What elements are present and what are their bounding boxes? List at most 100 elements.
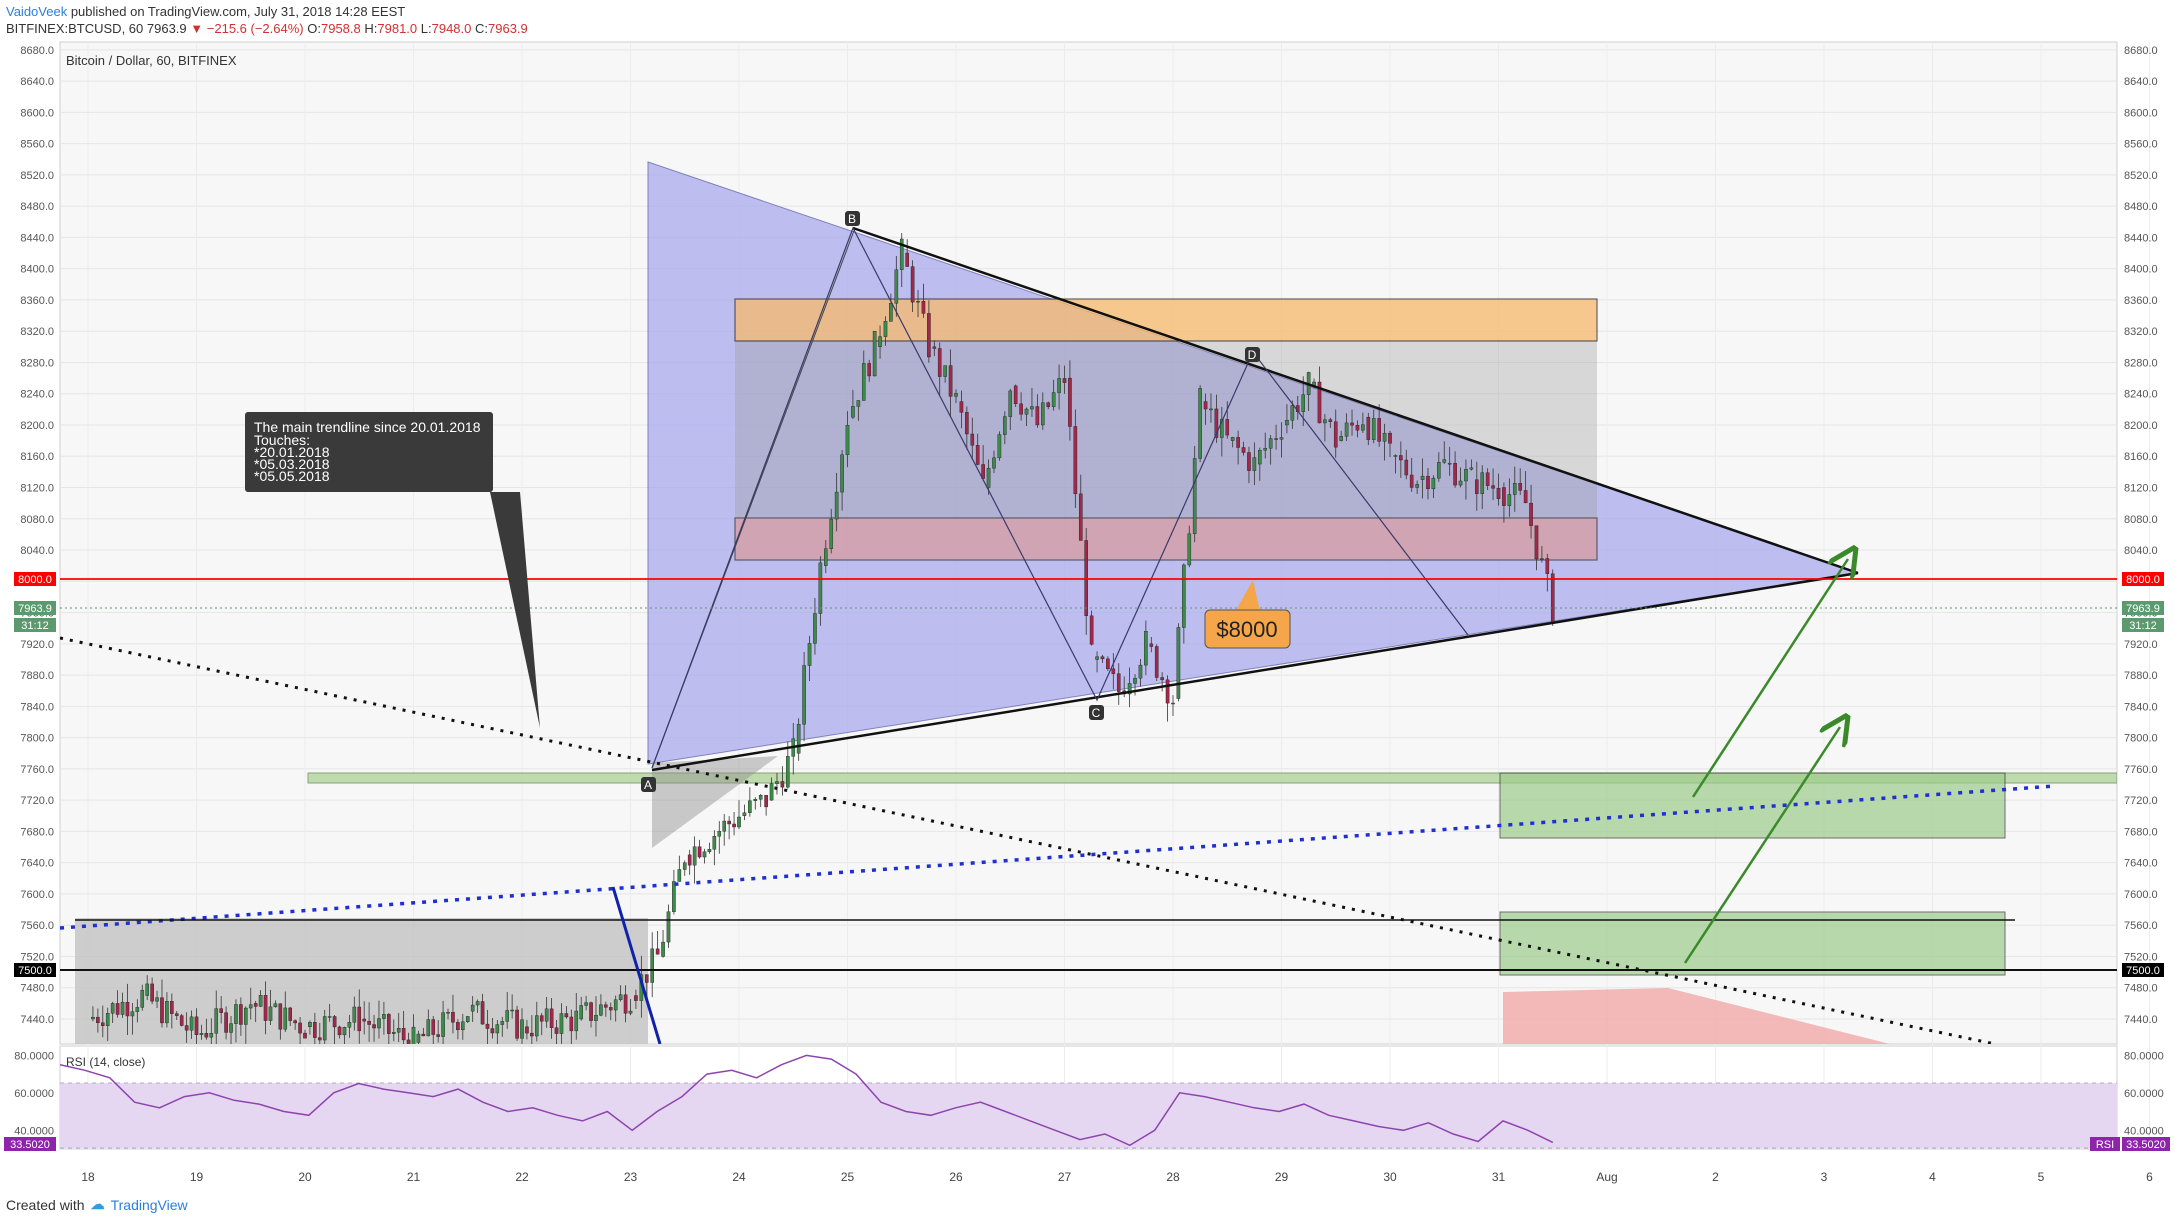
candle-body <box>436 1034 440 1037</box>
candle-body <box>1339 436 1343 441</box>
candle-body <box>1301 394 1305 412</box>
candle-body <box>234 1004 238 1024</box>
y-tick-label: 7600.0 <box>2124 889 2158 901</box>
candle-body <box>867 363 871 377</box>
tradingview-link[interactable]: TradingView <box>110 1196 188 1213</box>
candle-body <box>1382 432 1387 442</box>
candle-body <box>1534 525 1539 560</box>
candle-body <box>1285 419 1289 426</box>
candle-body <box>1247 452 1251 471</box>
candle-body <box>431 1019 436 1035</box>
x-axis: 18 19 20 21 22 23 24 25 26 27 28 29 30 31 Aug 2 3 4 5 6 <box>81 1170 2153 1184</box>
candle-body <box>1507 494 1512 506</box>
point-marker-a[interactable]: A <box>641 777 656 792</box>
candle-body <box>824 548 828 566</box>
marker-last-right: 7963.9 <box>2122 601 2164 615</box>
y-tick-label: 8120.0 <box>2124 483 2158 495</box>
candle-body <box>189 1016 194 1031</box>
candle-body <box>1323 419 1327 424</box>
svg-text:D: D <box>1248 348 1257 362</box>
point-marker-b[interactable]: B <box>845 211 860 226</box>
candle-body <box>623 994 628 1014</box>
svg-text:B: B <box>848 212 856 226</box>
green-band[interactable] <box>307 772 2117 784</box>
candle-body <box>1144 631 1148 666</box>
y-tick-label: 8320.0 <box>2124 326 2158 338</box>
price-8000-label[interactable]: $8000 <box>1204 580 1291 649</box>
y-tick-label: 8360.0 <box>2124 295 2158 307</box>
y-tick-label: 7760.0 <box>20 764 54 776</box>
candle-body <box>327 1016 332 1018</box>
candle-body <box>288 1007 293 1021</box>
candle-body <box>155 997 159 1002</box>
candle-body <box>1274 438 1278 440</box>
y-tick-label: 7880.0 <box>20 670 54 682</box>
candle-body <box>115 1003 120 1015</box>
small-wedge[interactable] <box>652 756 778 848</box>
candle-body <box>970 433 975 446</box>
chart-title: Bitcoin / Dollar, 60, BITFINEX <box>66 53 237 68</box>
y-tick-label: 8200.0 <box>20 420 54 432</box>
candle-body <box>1176 627 1181 699</box>
candle-body <box>357 1006 362 1032</box>
point-marker-c[interactable]: C <box>1089 705 1104 720</box>
rsi-tick-label: 40.0000 <box>2124 1125 2164 1137</box>
candle-body <box>298 1022 302 1034</box>
candle-body <box>997 434 1002 459</box>
author-link[interactable]: VaidoVeek <box>6 4 68 19</box>
candle-body <box>1062 378 1067 383</box>
rsi-line[interactable] <box>60 1054 1554 1147</box>
target-box-1[interactable] <box>1499 772 2006 839</box>
y-tick-label: 8640.0 <box>2124 76 2158 88</box>
candle-body <box>732 823 736 828</box>
candle-body <box>248 1004 253 1009</box>
trendline-callout[interactable]: The main trendline since 20.01.2018 Touc… <box>245 412 540 728</box>
marker-7500-right: 7500.0 <box>2122 963 2164 977</box>
candle-body <box>377 1018 381 1029</box>
target-box-2[interactable] <box>1499 911 2006 976</box>
candle-body <box>416 1033 421 1043</box>
candle-body <box>1263 448 1268 451</box>
point-marker-d[interactable]: D <box>1245 347 1260 362</box>
candle-body <box>959 401 964 413</box>
candle-body <box>500 1021 505 1025</box>
y-tick-label: 8680.0 <box>20 45 54 57</box>
candle-body <box>1426 475 1430 490</box>
resistance-zone[interactable] <box>734 298 1598 342</box>
tradingview-logo-icon[interactable]: ☁ <box>90 1196 105 1212</box>
candle-body <box>574 1010 579 1032</box>
triangle-lower-edge[interactable] <box>651 571 1859 772</box>
svg-text:A: A <box>644 778 652 792</box>
candle-body <box>253 1003 258 1007</box>
blue-dotted-line[interactable] <box>60 784 2056 930</box>
y-tick-label: 8400.0 <box>2124 264 2158 276</box>
candle-body <box>406 1039 411 1044</box>
x-tick-label: 21 <box>407 1170 421 1184</box>
range-box[interactable] <box>735 340 1597 518</box>
candle-body <box>490 1028 495 1034</box>
candle-body <box>451 1012 455 1023</box>
candle-body <box>883 321 888 337</box>
candle-body <box>120 1001 125 1015</box>
y-tick-label: 8480.0 <box>2124 201 2158 213</box>
x-tick-label: 27 <box>1058 1170 1072 1184</box>
y-tick-label: 7760.0 <box>2124 764 2158 776</box>
steep-trendline[interactable] <box>611 886 662 1044</box>
candle-body <box>1040 402 1045 426</box>
y-tick-label: 7520.0 <box>20 951 54 963</box>
candle-body <box>1464 468 1468 482</box>
svg-text:31:12: 31:12 <box>2129 620 2157 632</box>
candle-body <box>244 1007 248 1025</box>
x-tick-label: 24 <box>732 1170 746 1184</box>
candle-body <box>775 781 779 784</box>
candle-body <box>1225 419 1230 436</box>
y-tick-label: 8440.0 <box>20 232 54 244</box>
pink-zone[interactable] <box>1503 988 1890 1044</box>
support-zone[interactable] <box>734 517 1598 561</box>
candle-body <box>1220 419 1224 438</box>
arrow-1[interactable] <box>1691 559 1848 798</box>
triangle-upper-edge[interactable] <box>852 226 1859 575</box>
arrow-2[interactable] <box>1683 727 1840 964</box>
abcd-pattern[interactable] <box>651 226 1469 769</box>
